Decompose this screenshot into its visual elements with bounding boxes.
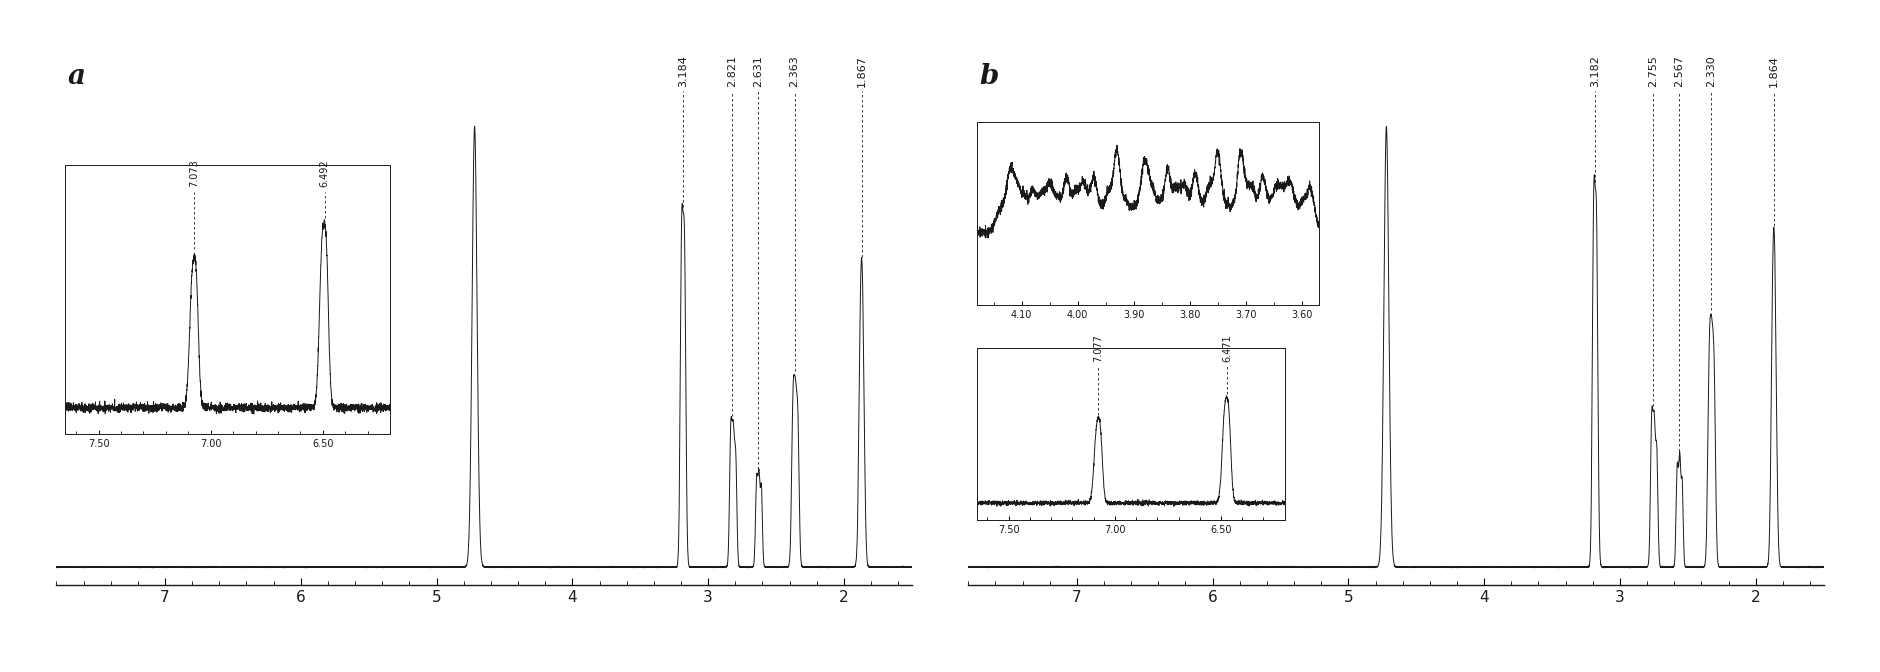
Text: 2.821: 2.821 [728,54,737,87]
Text: 2.755: 2.755 [1649,55,1658,87]
Text: 2.330: 2.330 [1705,55,1716,87]
Text: 3.184: 3.184 [679,55,688,87]
Text: a: a [68,63,85,90]
Text: 2.631: 2.631 [754,55,763,87]
Text: b: b [979,63,998,90]
Text: 2.567: 2.567 [1673,55,1684,87]
Text: 1.867: 1.867 [857,55,867,87]
Text: 3.182: 3.182 [1590,55,1600,87]
Text: 2.363: 2.363 [790,55,799,87]
Text: 1.864: 1.864 [1769,55,1778,87]
